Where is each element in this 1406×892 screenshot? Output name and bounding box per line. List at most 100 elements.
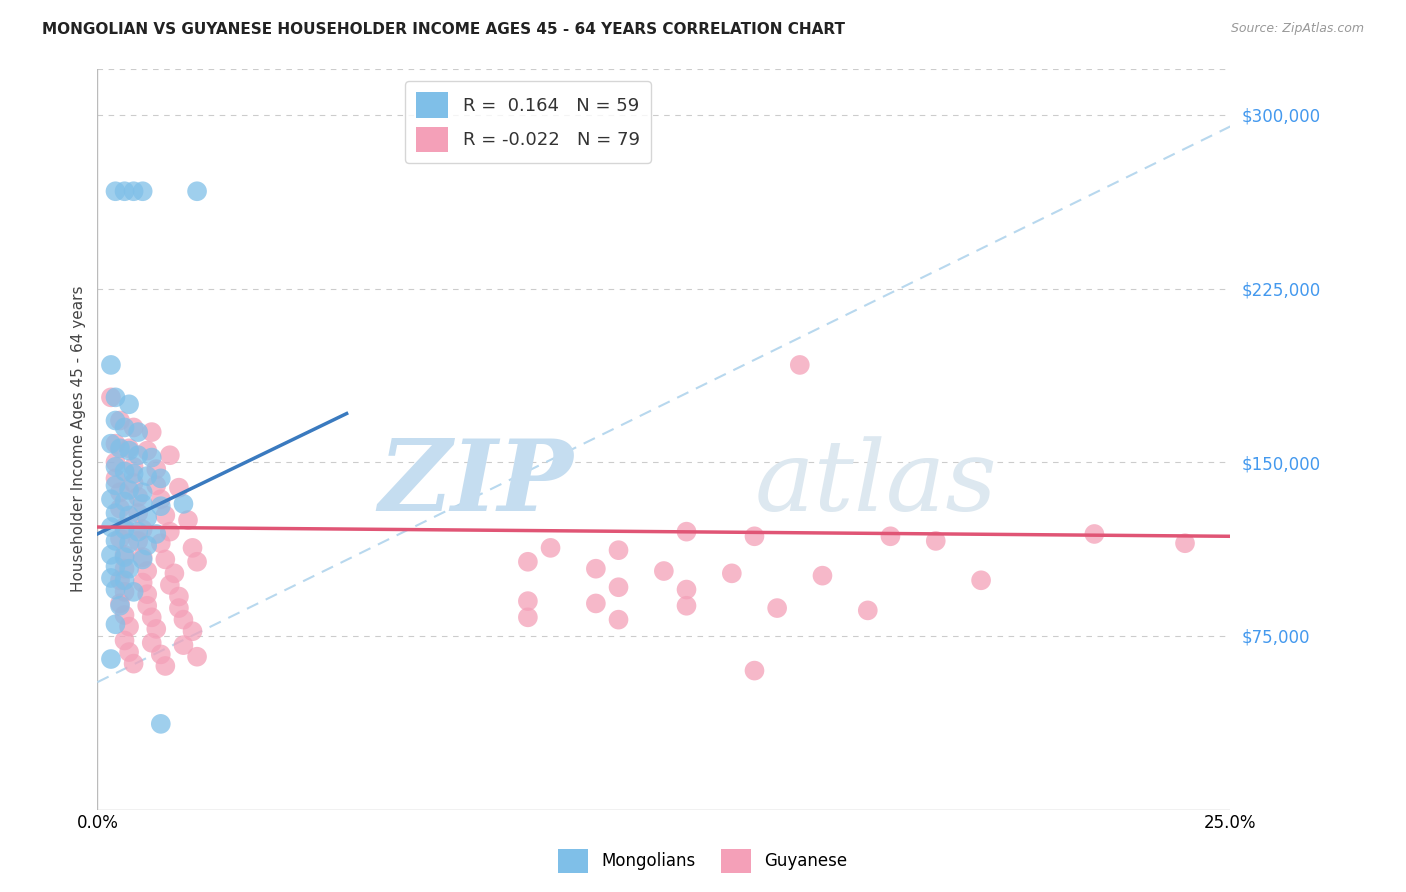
Point xyxy=(104,506,127,520)
Point xyxy=(155,508,177,523)
Point xyxy=(167,601,190,615)
Point xyxy=(127,425,149,439)
Point xyxy=(155,659,177,673)
Point xyxy=(141,610,163,624)
Point xyxy=(118,508,141,523)
Point xyxy=(141,636,163,650)
Point xyxy=(118,562,141,576)
Point xyxy=(811,568,834,582)
Point xyxy=(118,536,141,550)
Point xyxy=(181,624,204,639)
Point xyxy=(675,524,697,539)
Point xyxy=(118,443,141,458)
Point xyxy=(149,536,172,550)
Point xyxy=(114,607,136,622)
Point xyxy=(744,664,766,678)
Point xyxy=(122,459,145,474)
Point xyxy=(136,469,159,483)
Point xyxy=(136,539,159,553)
Point xyxy=(177,513,200,527)
Point xyxy=(186,184,208,198)
Point xyxy=(104,582,127,597)
Legend: Mongolians, Guyanese: Mongolians, Guyanese xyxy=(551,842,855,880)
Point xyxy=(114,562,136,576)
Point xyxy=(114,550,136,565)
Point xyxy=(652,564,675,578)
Point xyxy=(122,420,145,434)
Point xyxy=(127,533,149,548)
Point xyxy=(607,580,630,594)
Point xyxy=(127,524,149,539)
Point xyxy=(721,566,744,581)
Point xyxy=(100,548,122,562)
Point xyxy=(585,562,607,576)
Point xyxy=(145,527,167,541)
Point xyxy=(104,533,127,548)
Point xyxy=(159,448,181,462)
Point xyxy=(540,541,562,555)
Point xyxy=(114,548,136,562)
Point xyxy=(131,497,153,511)
Point xyxy=(122,467,145,481)
Point xyxy=(104,559,127,574)
Point xyxy=(108,501,131,516)
Point xyxy=(108,413,131,427)
Point xyxy=(1174,536,1197,550)
Text: MONGOLIAN VS GUYANESE HOUSEHOLDER INCOME AGES 45 - 64 YEARS CORRELATION CHART: MONGOLIAN VS GUYANESE HOUSEHOLDER INCOME… xyxy=(42,22,845,37)
Point xyxy=(136,564,159,578)
Point xyxy=(100,571,122,585)
Point xyxy=(856,603,879,617)
Point xyxy=(136,510,159,524)
Point xyxy=(104,617,127,632)
Point xyxy=(149,648,172,662)
Point xyxy=(122,585,145,599)
Point xyxy=(118,619,141,633)
Text: Source: ZipAtlas.com: Source: ZipAtlas.com xyxy=(1230,22,1364,36)
Point xyxy=(516,610,538,624)
Point xyxy=(118,397,141,411)
Point xyxy=(585,597,607,611)
Point xyxy=(104,478,127,492)
Point xyxy=(114,465,136,479)
Point xyxy=(145,622,167,636)
Point xyxy=(104,455,127,469)
Point xyxy=(131,575,153,590)
Point xyxy=(100,652,122,666)
Point xyxy=(108,574,131,588)
Point xyxy=(172,497,194,511)
Point xyxy=(114,574,136,588)
Point xyxy=(744,529,766,543)
Point xyxy=(100,520,122,534)
Point xyxy=(114,520,136,534)
Point xyxy=(607,613,630,627)
Point xyxy=(108,485,131,500)
Point xyxy=(136,443,159,458)
Point xyxy=(1083,527,1105,541)
Point xyxy=(108,442,131,456)
Point xyxy=(131,184,153,198)
Text: atlas: atlas xyxy=(755,436,997,531)
Point xyxy=(118,483,141,497)
Point xyxy=(114,494,136,508)
Point xyxy=(114,522,136,536)
Point xyxy=(122,184,145,198)
Point xyxy=(155,552,177,566)
Point xyxy=(167,590,190,604)
Point xyxy=(127,490,149,504)
Point xyxy=(136,587,159,601)
Point xyxy=(114,420,136,434)
Text: ZIP: ZIP xyxy=(378,435,574,532)
Point xyxy=(149,492,172,507)
Point xyxy=(970,574,993,588)
Point xyxy=(108,599,131,613)
Point xyxy=(516,555,538,569)
Point xyxy=(167,481,190,495)
Point xyxy=(127,506,149,520)
Point xyxy=(145,462,167,476)
Point xyxy=(186,649,208,664)
Point xyxy=(136,599,159,613)
Point xyxy=(766,601,789,615)
Point xyxy=(149,471,172,485)
Point xyxy=(104,184,127,198)
Point xyxy=(118,645,141,659)
